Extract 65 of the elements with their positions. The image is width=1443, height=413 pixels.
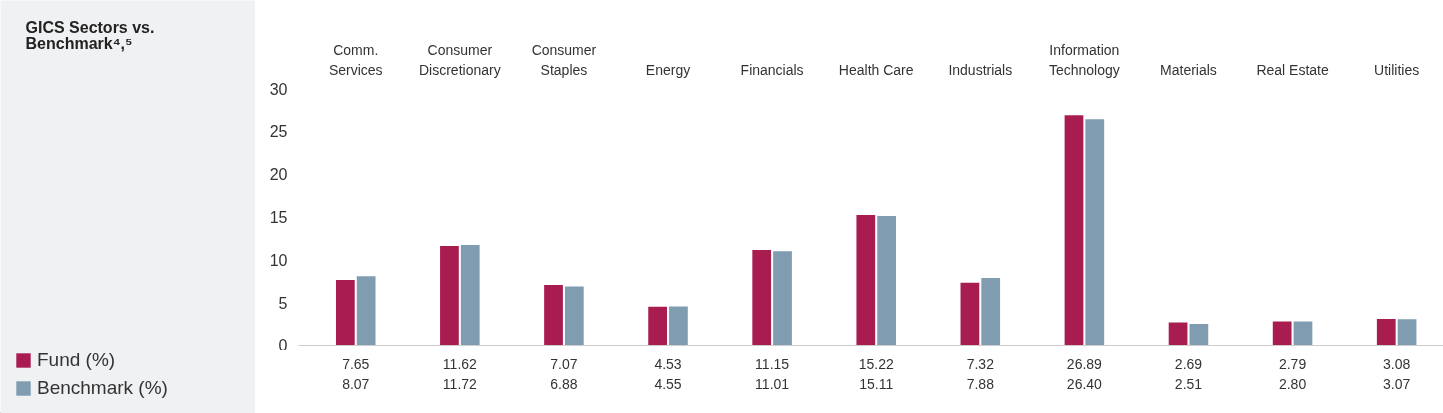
bar	[1168, 322, 1188, 346]
bar	[1397, 319, 1417, 346]
x-tick-label: Industrials	[948, 61, 1013, 78]
data-label: 26.89	[1066, 355, 1103, 372]
bar	[440, 245, 459, 346]
data-label: 8.07	[342, 375, 370, 392]
bar	[564, 286, 584, 346]
y-tick-label: 10	[269, 251, 288, 269]
x-tick-label: Financials	[740, 61, 804, 78]
bar	[856, 215, 876, 346]
bar	[460, 245, 480, 346]
y-tick-label: 15	[269, 209, 288, 226]
data-label: 2.69	[1174, 355, 1203, 372]
data-label: 4.55	[654, 375, 682, 392]
y-tick-label: 25	[269, 123, 288, 141]
bar	[1064, 115, 1084, 346]
y-tick-label: 0	[278, 336, 288, 354]
bar	[773, 251, 792, 346]
bar	[356, 276, 376, 346]
bar	[877, 216, 896, 346]
x-tick-label: Real Estate	[1256, 61, 1329, 78]
bar	[752, 249, 772, 346]
data-label: 7.65	[342, 355, 370, 372]
data-label: 15.22	[858, 355, 894, 372]
bar	[981, 277, 1001, 346]
data-label: 11.15	[755, 355, 790, 372]
bar	[1293, 321, 1313, 346]
bar	[1085, 119, 1105, 346]
bar	[1376, 319, 1396, 346]
x-tick-label: Consumer Staples	[531, 42, 597, 78]
x-tick-label: Comm. Services	[328, 42, 383, 78]
x-tick-label: Utilities	[1374, 61, 1420, 78]
text: GICS Sectors vs. Benchmark⁴,⁵	[25, 18, 155, 52]
bar	[960, 282, 980, 346]
x-tick-label: Materials	[1160, 61, 1217, 78]
data-label: 11.01	[755, 375, 790, 392]
data-label: 4.53	[654, 355, 682, 372]
data-label: 15.11	[859, 375, 894, 392]
x-tick-label: Energy	[645, 61, 691, 78]
data-label: 7.32	[966, 355, 995, 372]
data-label: 3.07	[1383, 375, 1411, 392]
x-tick-label: Health Care	[838, 61, 914, 78]
y-tick-label: 20	[269, 166, 288, 184]
legend-label: Fund (%)	[37, 349, 116, 371]
data-label: 2.79	[1278, 355, 1307, 372]
x-tick-label: Consumer Discretionary	[419, 42, 501, 78]
bar	[335, 279, 355, 346]
data-label: 7.88	[966, 375, 995, 392]
data-label: 11.62	[442, 355, 478, 372]
data-label: 3.08	[1383, 355, 1411, 372]
x-tick-label: Information Technology	[1048, 42, 1120, 78]
data-label: 6.88	[550, 375, 578, 392]
bar	[648, 306, 667, 346]
data-label: 7.07	[550, 355, 578, 372]
data-label: 26.40	[1066, 375, 1103, 392]
bar	[544, 284, 563, 346]
y-tick-label: 30	[269, 80, 288, 98]
bar	[1272, 321, 1292, 346]
bar	[669, 306, 688, 346]
legend-label: Benchmark (%)	[37, 377, 168, 399]
data-label: 11.72	[442, 375, 478, 392]
bar	[1189, 324, 1209, 346]
data-label: 2.51	[1174, 375, 1203, 392]
y-tick-label: 5	[278, 294, 288, 312]
data-label: 2.80	[1278, 375, 1307, 392]
